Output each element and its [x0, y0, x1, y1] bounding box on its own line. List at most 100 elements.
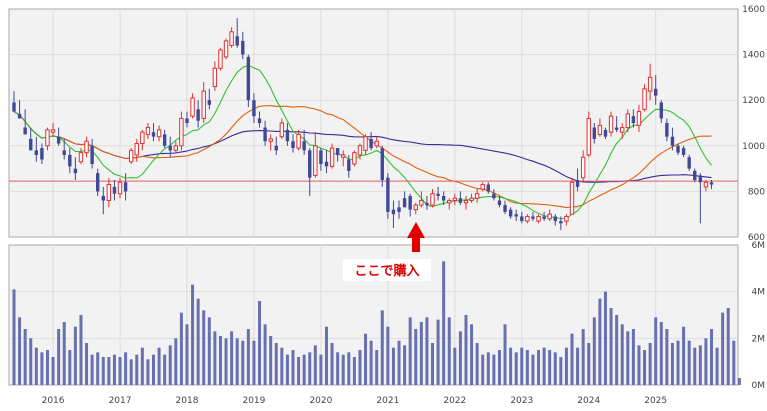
candlestick	[531, 211, 535, 222]
candle-body	[56, 136, 61, 144]
volume-bar	[419, 322, 423, 385]
candle-body	[408, 195, 412, 210]
volume-bar	[152, 354, 155, 385]
candle-body	[531, 216, 535, 219]
volume-bar	[564, 347, 568, 385]
candle-body	[12, 102, 16, 112]
candle-body	[525, 215, 530, 222]
volume-bar	[285, 354, 289, 385]
volume-bar	[592, 317, 596, 385]
volume-bar	[620, 324, 624, 385]
volume-bar	[280, 347, 284, 385]
volume-bar	[90, 354, 94, 385]
candle-body	[693, 170, 697, 180]
candle-body	[313, 145, 318, 176]
candle-body	[474, 193, 480, 199]
candlestick	[654, 75, 658, 105]
candlestick	[29, 127, 33, 151]
candlestick	[263, 120, 267, 146]
candlestick	[508, 207, 513, 219]
volume-bar	[101, 357, 105, 385]
candlestick	[603, 127, 608, 139]
candlestick	[140, 129, 145, 151]
volume-bar	[442, 261, 446, 385]
candlestick	[693, 168, 697, 183]
volume-bar	[615, 315, 619, 385]
candlestick	[709, 180, 714, 190]
candlestick	[447, 198, 452, 210]
candle-body	[703, 181, 709, 188]
candlestick	[670, 127, 675, 151]
candle-body	[128, 149, 134, 163]
candlestick	[241, 31, 245, 60]
volume-bar	[503, 324, 507, 385]
annotation-label: ここで購入	[354, 263, 419, 279]
candle-body	[436, 193, 440, 196]
volume-bar	[34, 347, 38, 385]
candlestick	[703, 180, 709, 192]
volume-bar	[598, 298, 602, 385]
axis-tick-labels: 600 800 1000 1200 1400 1600 0M 2M 4M 6M 2016 2017 20…	[42, 5, 766, 406]
candle-body	[235, 36, 239, 46]
candlestick	[40, 143, 44, 165]
candlestick	[480, 182, 485, 192]
volume-bar	[45, 350, 49, 385]
volume-bar	[185, 324, 189, 385]
candle-body	[597, 124, 603, 135]
volume-bar	[687, 340, 691, 385]
candlesticks	[12, 18, 714, 231]
volume-bar	[85, 343, 89, 385]
candle-body	[564, 215, 569, 222]
candlestick	[698, 173, 703, 224]
candle-body	[631, 116, 636, 123]
candlestick	[84, 136, 89, 158]
candle-body	[229, 31, 234, 46]
candle-body	[106, 184, 112, 202]
candle-body	[335, 148, 340, 155]
candlestick	[50, 123, 56, 137]
price-tick-label: 1000	[742, 142, 765, 152]
year-tick-label: 2024	[577, 396, 600, 406]
volume-bar	[40, 352, 44, 385]
candlestick	[503, 200, 507, 215]
volume-bar	[531, 354, 535, 385]
candle-body	[547, 213, 552, 220]
volume-bar	[319, 354, 323, 385]
candlestick	[268, 134, 273, 151]
candlestick	[17, 100, 22, 119]
candlestick	[252, 93, 256, 123]
candlestick	[190, 93, 195, 119]
candle-body	[608, 115, 614, 133]
candle-body	[50, 129, 56, 133]
candle-body	[486, 184, 490, 192]
volume-bar	[129, 359, 133, 385]
candlestick	[520, 211, 524, 224]
volume-tick-label: 0M	[752, 381, 766, 391]
candlestick	[597, 118, 603, 137]
candle-body	[268, 138, 273, 142]
volume-bar	[12, 289, 16, 385]
candle-body	[207, 100, 211, 105]
volume-bar	[96, 352, 100, 385]
candlestick	[374, 136, 379, 149]
candle-body	[201, 90, 206, 119]
volume-bar	[431, 343, 434, 385]
candle-body	[569, 181, 575, 215]
candle-body	[709, 182, 714, 185]
volume-bar	[665, 329, 669, 385]
volume-bar	[492, 354, 496, 385]
candle-body	[185, 118, 189, 123]
candle-body	[380, 148, 384, 180]
candle-body	[101, 195, 105, 201]
candle-body	[441, 195, 446, 201]
candlestick	[162, 129, 167, 149]
volume-bar	[179, 312, 183, 385]
candlestick	[402, 191, 407, 208]
candle-body	[452, 197, 458, 202]
candlestick	[665, 118, 669, 142]
candlestick	[659, 100, 663, 123]
candlestick	[631, 109, 636, 128]
volume-bar	[79, 315, 83, 385]
candlestick	[45, 127, 50, 151]
